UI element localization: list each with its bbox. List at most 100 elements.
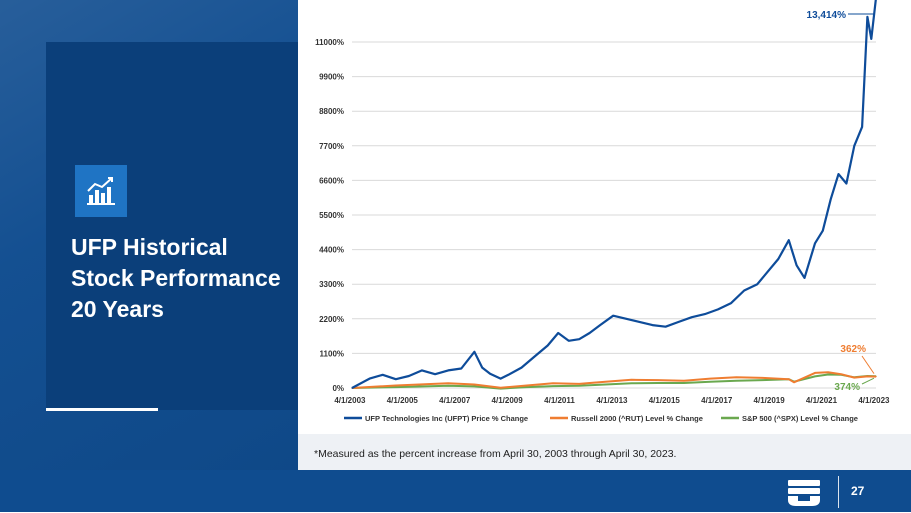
data-point [568, 340, 570, 342]
data-point [651, 324, 654, 326]
data-point [717, 308, 719, 310]
x-tick-label: 4/1/2017 [701, 396, 733, 405]
data-point [853, 377, 855, 379]
data-point [578, 383, 580, 385]
slide-title: UFP Historical Stock Performance 20 Year… [71, 232, 291, 325]
footer-separator [838, 476, 839, 508]
data-point [665, 326, 667, 328]
data-point [526, 384, 528, 387]
data-point [814, 375, 816, 377]
legend-label-2: S&P 500 (^SPX) Level % Change [742, 414, 858, 423]
y-tick-label: 11000% [315, 38, 344, 47]
y-tick-label: 1100% [320, 349, 344, 358]
data-point [866, 16, 868, 18]
data-point [788, 239, 790, 241]
data-point [814, 372, 816, 374]
data-point [520, 366, 523, 369]
sp500-label-leader [861, 377, 875, 385]
russell-end-label: 362% [840, 344, 866, 355]
data-point [526, 386, 528, 388]
chart-legend: UFP Technologies Inc (UFPT) Price % Chan… [344, 414, 858, 423]
performance-chart: 0% 1100% 2200% 3300% 4400% 5500% 6600% 7700% 880… [315, 0, 890, 423]
x-tick-label: 4/1/2015 [649, 396, 681, 405]
data-point [599, 324, 601, 326]
data-point [499, 387, 502, 389]
x-axis-ticks: 4/1/2003 4/1/2005 4/1/2007 4/1/2009 4/1/2011… [334, 396, 890, 405]
data-point [735, 376, 737, 378]
data-point [395, 386, 397, 388]
title-line-2: Stock Performance [71, 265, 281, 291]
data-point [793, 381, 795, 383]
data-point [735, 380, 737, 382]
data-point [395, 378, 397, 380]
data-point [777, 258, 779, 260]
data-point [481, 366, 483, 369]
data-point [683, 382, 685, 384]
x-tick-label: 4/1/2011 [544, 396, 575, 405]
footnote: *Measured as the percent increase from A… [314, 448, 677, 460]
data-point [630, 379, 633, 381]
data-point [473, 383, 475, 386]
data-point [507, 374, 510, 376]
data-point [657, 382, 659, 384]
x-tick-label: 4/1/2023 [858, 396, 890, 405]
data-point [351, 387, 353, 389]
y-tick-label: 6600% [319, 176, 344, 185]
chart-panel [298, 0, 911, 434]
data-point [473, 351, 475, 353]
x-tick-label: 4/1/2021 [806, 396, 838, 405]
data-point [683, 380, 685, 382]
x-tick-label: 4/1/2003 [334, 396, 366, 405]
data-point [447, 385, 449, 387]
data-point [499, 377, 502, 380]
data-point [830, 198, 832, 200]
title-underline [46, 408, 158, 411]
data-point [866, 375, 868, 377]
title-line-1: UFP Historical [71, 234, 228, 260]
data-point [730, 302, 732, 304]
ufpt-end-label: 13,414% [807, 10, 847, 21]
data-point [840, 373, 842, 375]
y-tick-label: 5500% [319, 211, 344, 220]
data-point [625, 318, 627, 320]
data-point [547, 344, 549, 347]
data-point [678, 321, 680, 323]
data-point [447, 382, 449, 384]
data-point [709, 377, 711, 380]
data-point [861, 126, 863, 128]
data-point [803, 277, 806, 279]
russell-label-leader [861, 355, 875, 374]
data-point [612, 315, 614, 317]
data-point [853, 145, 855, 147]
series-line-0 [351, 0, 877, 389]
data-point [845, 182, 847, 185]
x-tick-label: 4/1/2007 [439, 396, 471, 405]
data-point [761, 377, 764, 379]
y-tick-label: 4400% [319, 246, 344, 255]
data-point [578, 338, 580, 340]
chart-series [351, 0, 877, 390]
title-panel [46, 42, 298, 410]
y-tick-label: 8800% [319, 107, 344, 116]
sp500-end-label: 374% [834, 382, 860, 393]
data-point [382, 374, 384, 376]
y-tick-label: 2200% [319, 315, 344, 324]
data-point [756, 283, 758, 285]
data-point [408, 375, 410, 377]
x-tick-label: 4/1/2019 [754, 396, 786, 405]
footnote-band [298, 434, 911, 470]
data-point [814, 242, 816, 244]
ufp-logo-icon [786, 478, 822, 508]
data-point [657, 379, 659, 381]
data-point [788, 378, 790, 380]
y-tick-label: 0% [332, 384, 344, 393]
data-point [395, 384, 397, 387]
data-point [827, 373, 829, 376]
x-tick-label: 4/1/2009 [492, 396, 524, 405]
data-point [557, 332, 559, 334]
data-point [604, 383, 606, 386]
title-line-3: 20 Years [71, 296, 164, 322]
data-point [589, 332, 591, 334]
data-point [368, 377, 371, 380]
data-point [761, 379, 764, 381]
